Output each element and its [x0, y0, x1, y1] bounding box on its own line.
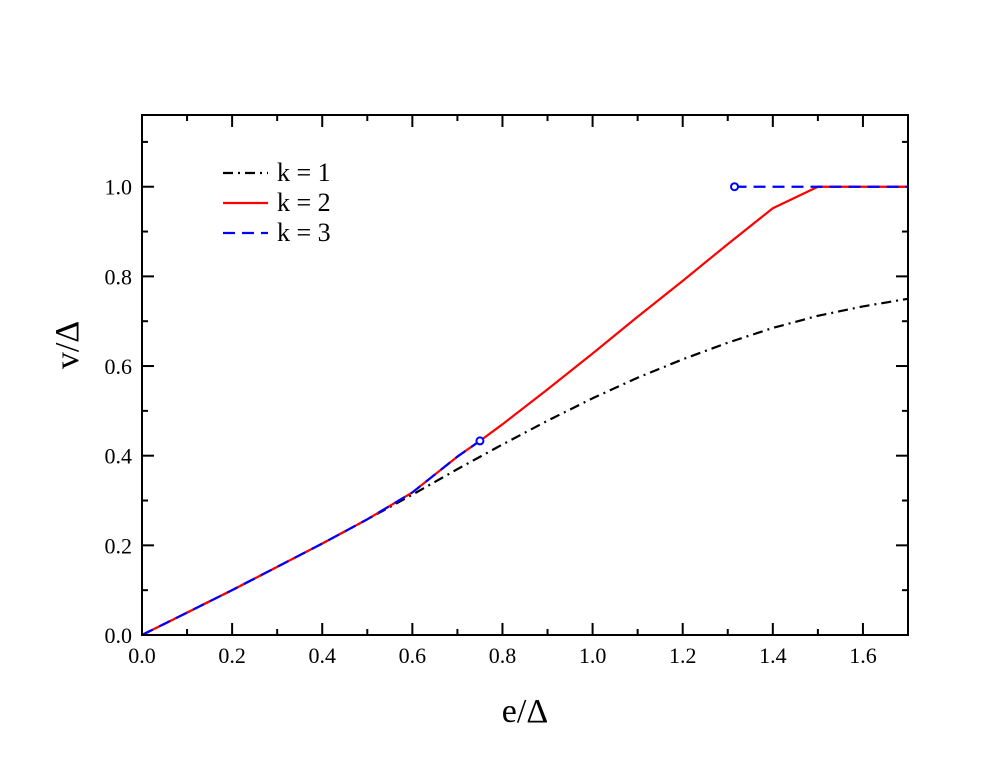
series-k-3-marker: [475, 436, 485, 446]
x-tick-label: 1.2: [669, 643, 697, 668]
x-tick-label: 1.6: [849, 643, 877, 668]
x-tick-label: 0.6: [399, 643, 427, 668]
y-tick-label: 0.6: [105, 354, 133, 379]
series-k-2-line: [142, 185, 908, 635]
x-tick-label: 0.0: [128, 643, 156, 668]
x-axis-label: e/Δ: [502, 693, 548, 730]
legend-label: k = 2: [277, 188, 331, 217]
plot-frame: [141, 114, 909, 636]
legend-label: k = 1: [277, 158, 331, 187]
y-tick-label: 0.8: [105, 264, 133, 289]
x-tick-label: 1.4: [759, 643, 787, 668]
y-axis-label: v/Δ: [49, 321, 86, 369]
x-tick-label: 0.4: [308, 643, 336, 668]
legend: k = 1k = 2k = 3: [223, 158, 331, 247]
series-k-3-marker: [730, 182, 740, 192]
series-k-1-line: [142, 297, 908, 635]
plot-area: [142, 185, 908, 635]
y-tick-label: 1.0: [105, 175, 133, 200]
x-tick-label: 1.0: [579, 643, 607, 668]
x-tick-label: 0.2: [218, 643, 246, 668]
y-tick-label: 0.0: [105, 623, 133, 648]
y-axis: 0.0 0.2 0.4 0.6 0.8 1.0: [105, 140, 908, 648]
x-axis: 0.0 0.2 0.4 0.6 0.8 1.0 1.2 1.4 1.6: [128, 115, 909, 668]
series-k-3-line: [142, 439, 481, 635]
legend-label: k = 3: [277, 218, 331, 247]
x-tick-label: 0.8: [489, 643, 517, 668]
y-tick-label: 0.4: [105, 444, 133, 469]
y-tick-label: 0.2: [105, 533, 133, 558]
